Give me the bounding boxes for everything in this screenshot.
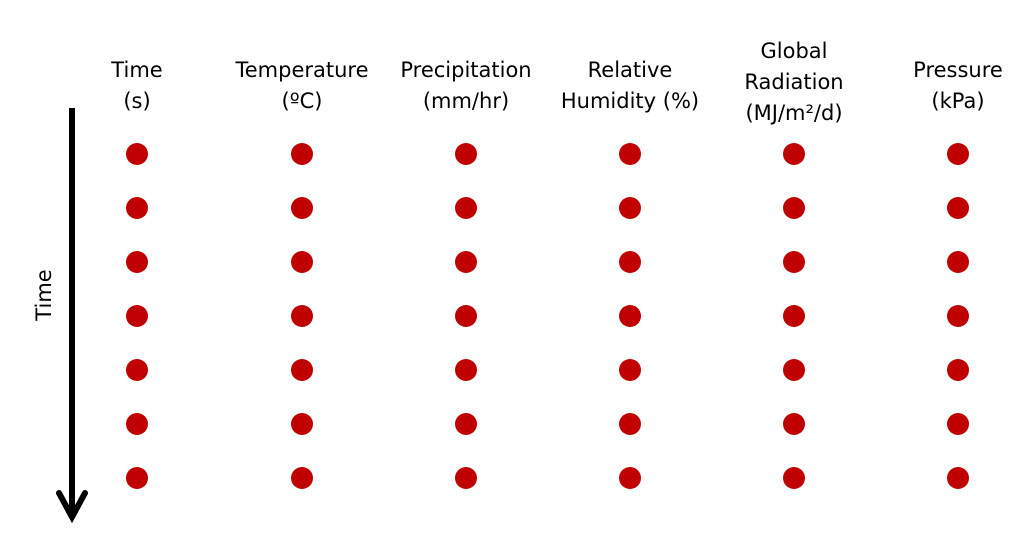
data-point-pressure [947,413,969,435]
data-point-time [126,359,148,381]
data-point-global-radiation [783,251,805,273]
column-header-line: Temperature [235,58,369,82]
data-point-pressure [947,251,969,273]
column-header-line: (kPa) [931,89,985,113]
column-header-line: (mm/hr) [422,89,510,113]
data-point-time [126,197,148,219]
column-header-line: Precipitation [400,58,532,82]
data-point-global-radiation [783,305,805,327]
data-point-time [126,251,148,273]
data-point-relative-humidity [619,359,641,381]
data-point-pressure [947,143,969,165]
data-point-precipitation [455,143,477,165]
column-header-pressure: Pressure (kPa) [873,55,1033,117]
column-header-line: Radiation [744,70,844,94]
time-arrow-head [56,490,88,524]
data-point-pressure [947,467,969,489]
column-header-line: Time [111,58,163,82]
data-point-relative-humidity [619,143,641,165]
data-point-relative-humidity [619,413,641,435]
data-point-global-radiation [783,467,805,489]
data-point-global-radiation [783,197,805,219]
data-point-time [126,305,148,327]
data-point-relative-humidity [619,197,641,219]
column-header-relative-humidity: Relative Humidity (%) [545,55,715,117]
data-point-precipitation [455,467,477,489]
data-point-global-radiation [783,143,805,165]
data-point-relative-humidity [619,305,641,327]
column-header-time: Time (s) [52,55,222,117]
column-header-line: Pressure [913,58,1003,82]
column-header-global-radiation: Global Radiation (MJ/m²/d) [709,36,879,129]
column-header-line: (s) [123,89,151,113]
data-point-temperature [291,359,313,381]
data-point-temperature [291,413,313,435]
data-point-pressure [947,197,969,219]
data-point-time [126,467,148,489]
column-header-line: Humidity (%) [560,89,700,113]
column-header-line: (ºC) [281,89,323,113]
column-header-temperature: Temperature (ºC) [217,55,387,117]
data-point-global-radiation [783,413,805,435]
data-point-precipitation [455,251,477,273]
data-point-relative-humidity [619,251,641,273]
data-point-precipitation [455,413,477,435]
column-header-line: Relative [587,58,673,82]
data-point-relative-humidity [619,467,641,489]
data-point-precipitation [455,359,477,381]
data-point-temperature [291,251,313,273]
column-header-line: Global [760,39,828,63]
column-header-line: (MJ/m²/d) [745,101,843,125]
data-point-temperature [291,305,313,327]
data-point-temperature [291,467,313,489]
data-point-time [126,413,148,435]
data-point-temperature [291,143,313,165]
data-point-pressure [947,359,969,381]
column-header-precipitation: Precipitation (mm/hr) [381,55,551,117]
data-point-time [126,143,148,165]
data-point-temperature [291,197,313,219]
data-point-precipitation [455,197,477,219]
data-point-precipitation [455,305,477,327]
data-point-pressure [947,305,969,327]
data-point-global-radiation [783,359,805,381]
